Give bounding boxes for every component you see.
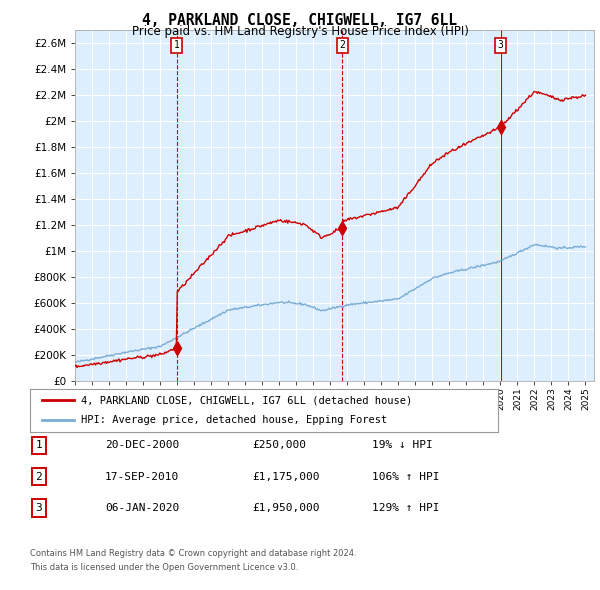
- Text: 2: 2: [340, 40, 346, 50]
- Text: 1: 1: [173, 40, 179, 50]
- Text: 106% ↑ HPI: 106% ↑ HPI: [372, 472, 439, 481]
- Text: 17-SEP-2010: 17-SEP-2010: [105, 472, 179, 481]
- Text: 06-JAN-2020: 06-JAN-2020: [105, 503, 179, 513]
- Text: This data is licensed under the Open Government Licence v3.0.: This data is licensed under the Open Gov…: [30, 563, 298, 572]
- Text: Price paid vs. HM Land Registry's House Price Index (HPI): Price paid vs. HM Land Registry's House …: [131, 25, 469, 38]
- Text: 1: 1: [35, 441, 43, 450]
- Text: 2: 2: [35, 472, 43, 481]
- Text: 4, PARKLAND CLOSE, CHIGWELL, IG7 6LL: 4, PARKLAND CLOSE, CHIGWELL, IG7 6LL: [143, 13, 458, 28]
- Text: Contains HM Land Registry data © Crown copyright and database right 2024.: Contains HM Land Registry data © Crown c…: [30, 549, 356, 558]
- Text: 3: 3: [498, 40, 503, 50]
- Text: 20-DEC-2000: 20-DEC-2000: [105, 441, 179, 450]
- Text: 3: 3: [35, 503, 43, 513]
- Text: 4, PARKLAND CLOSE, CHIGWELL, IG7 6LL (detached house): 4, PARKLAND CLOSE, CHIGWELL, IG7 6LL (de…: [82, 395, 413, 405]
- Text: £1,175,000: £1,175,000: [252, 472, 320, 481]
- Text: £250,000: £250,000: [252, 441, 306, 450]
- Text: 19% ↓ HPI: 19% ↓ HPI: [372, 441, 433, 450]
- Text: HPI: Average price, detached house, Epping Forest: HPI: Average price, detached house, Eppi…: [82, 415, 388, 425]
- Text: 129% ↑ HPI: 129% ↑ HPI: [372, 503, 439, 513]
- Text: £1,950,000: £1,950,000: [252, 503, 320, 513]
